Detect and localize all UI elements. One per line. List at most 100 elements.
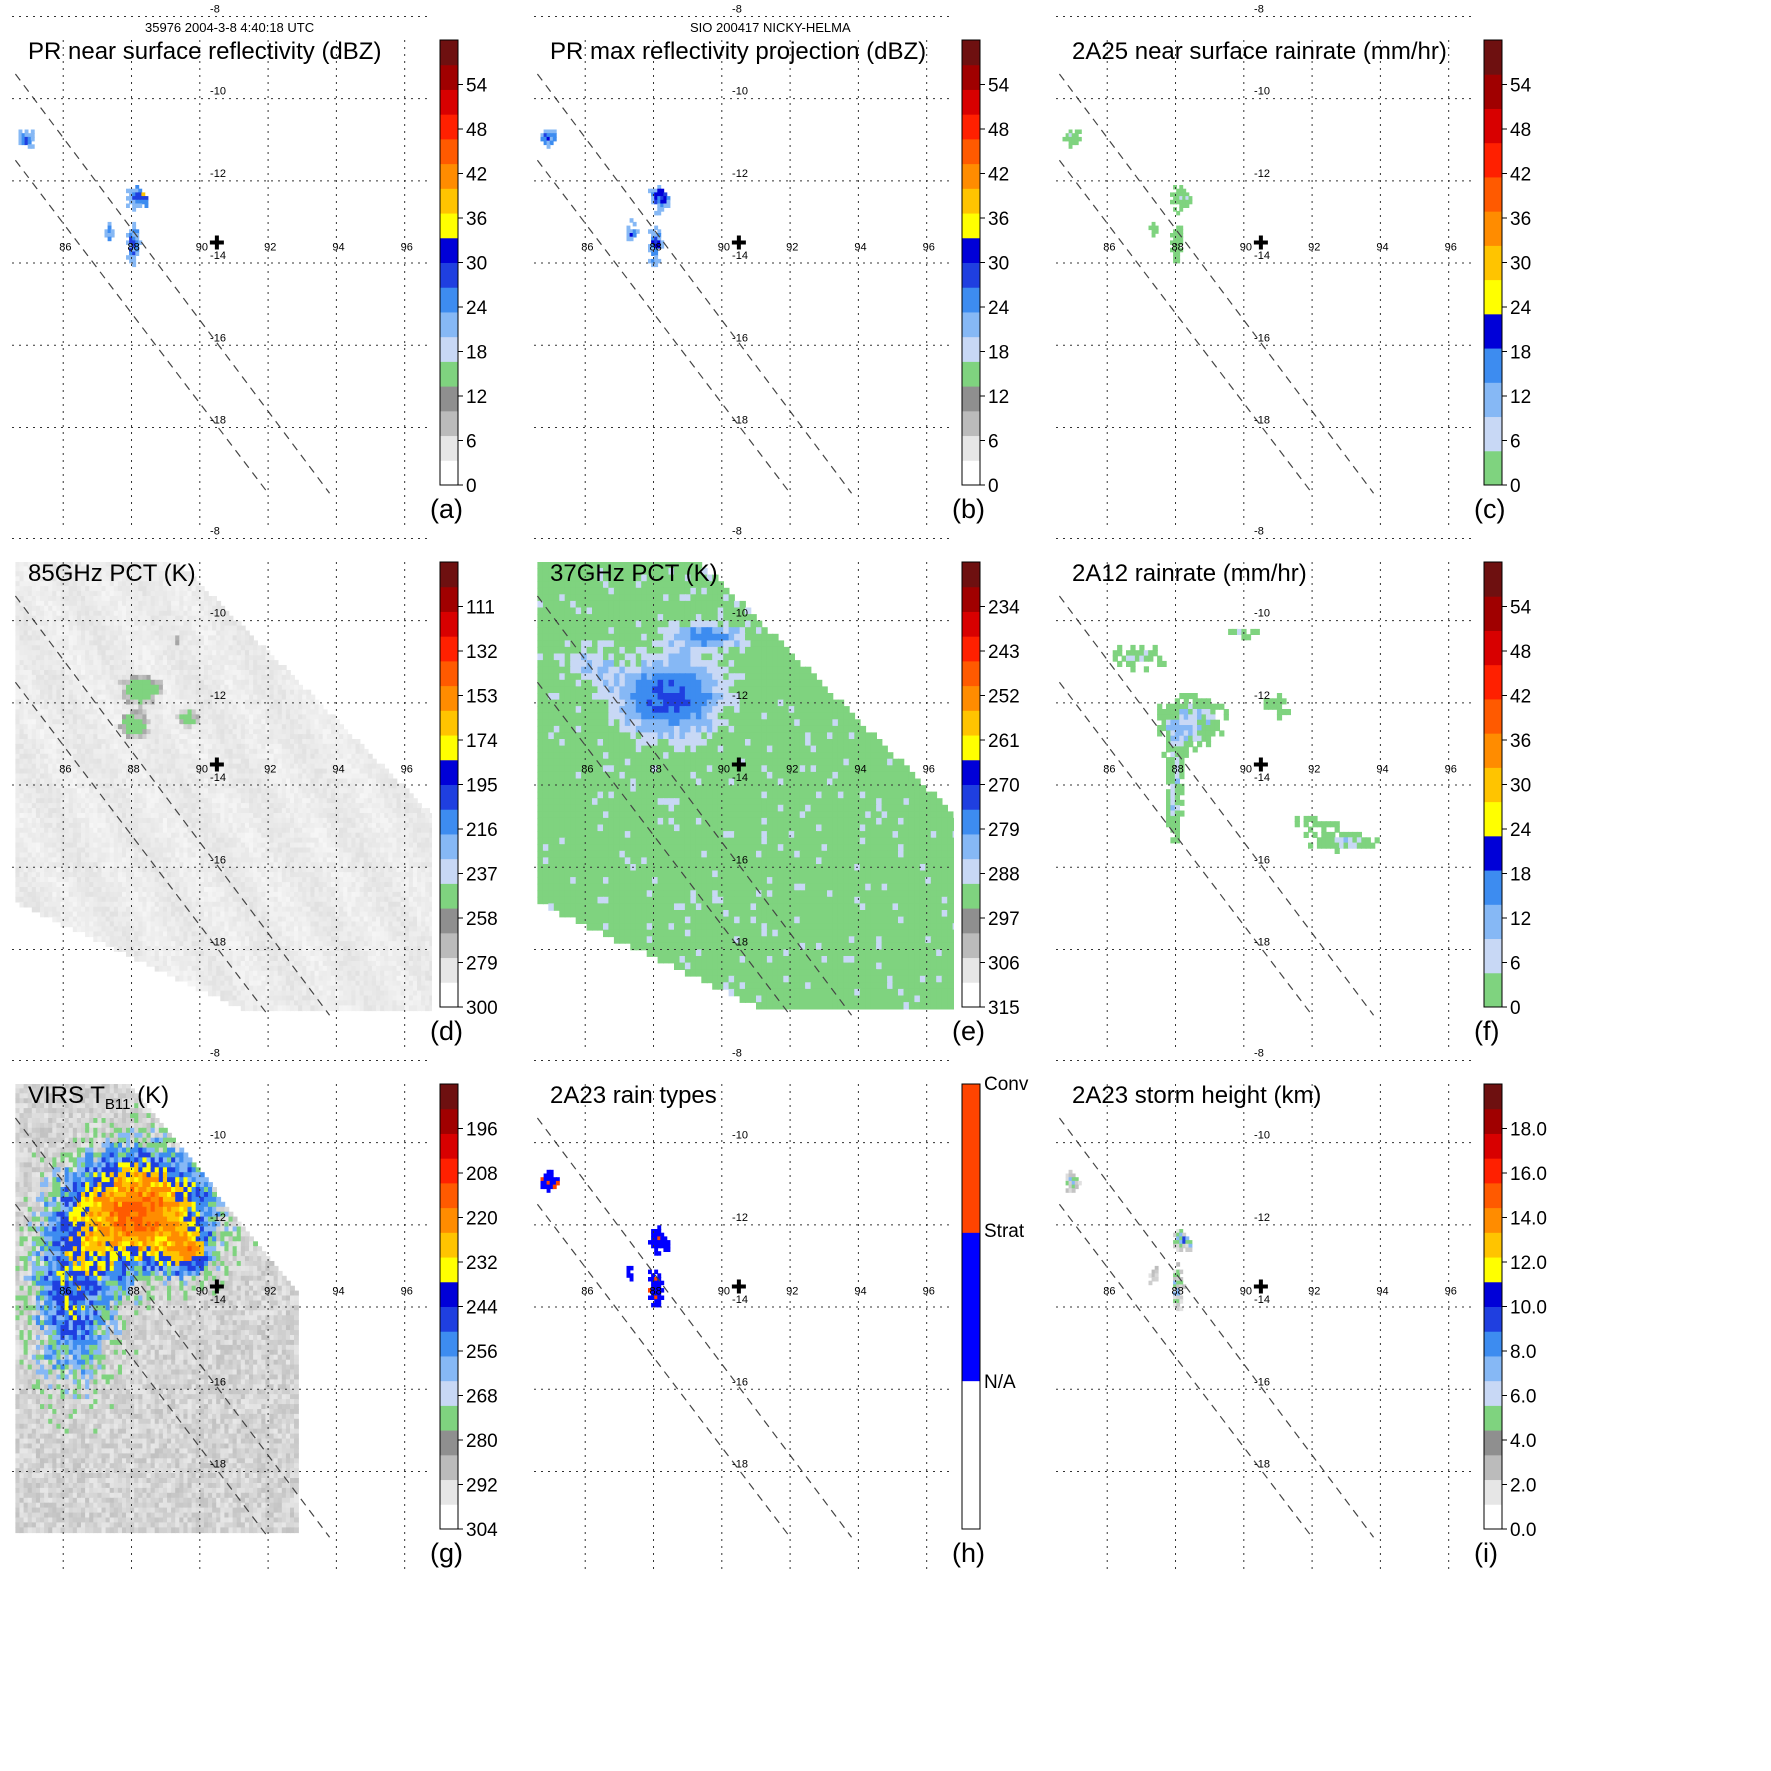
- data-cell: [240, 803, 246, 809]
- data-cell: [199, 748, 205, 755]
- data-cell: [216, 640, 222, 647]
- data-cell: [61, 532, 66, 538]
- data-cell: [253, 694, 258, 701]
- data-cell: [35, 709, 41, 716]
- data-cell: [363, 783, 369, 790]
- data-cell: [147, 552, 152, 558]
- data-cell: [48, 827, 54, 834]
- data-cell: [654, 210, 659, 216]
- data-cell: [60, 660, 66, 666]
- data-cell: [72, 827, 78, 834]
- data-cell: [1176, 225, 1181, 231]
- data-cell: [81, 542, 86, 548]
- data-cell: [27, 788, 33, 794]
- data-cell: [290, 753, 295, 760]
- data-cell: [101, 734, 107, 740]
- data-cell: [142, 694, 148, 701]
- data-cell: [134, 566, 140, 573]
- data-cell: [666, 199, 671, 205]
- data-cell: [40, 547, 45, 553]
- data-cell: [199, 610, 205, 617]
- lon-label: 90: [718, 242, 730, 254]
- data-cell: [330, 808, 336, 814]
- data-cell: [240, 635, 246, 642]
- data-cell: [171, 620, 176, 627]
- data-cell: [175, 670, 181, 676]
- data-cell: [142, 645, 148, 651]
- data-cell: [175, 773, 181, 780]
- data-cell: [31, 645, 37, 651]
- data-cell: [1176, 188, 1181, 194]
- data-cell: [36, 537, 41, 543]
- data-cell: [359, 798, 365, 804]
- data-cell: [228, 778, 234, 785]
- data-cell: [154, 739, 160, 745]
- data-cell: [30, 144, 35, 149]
- data-cell: [126, 655, 131, 661]
- data-cell: [244, 724, 250, 730]
- data-cell: [191, 630, 197, 637]
- data-cell: [154, 571, 160, 577]
- data-cell: [167, 625, 172, 632]
- data-cell: [183, 610, 189, 617]
- data-cell: [318, 773, 324, 780]
- data-cell: [40, 620, 45, 627]
- data-cell: [68, 704, 74, 711]
- data-cell: [19, 650, 25, 656]
- data-cell: [298, 734, 303, 740]
- data-cell: [162, 655, 168, 661]
- data-cell: [48, 596, 54, 602]
- data-cell: [113, 630, 119, 637]
- data-cell: [40, 832, 45, 839]
- data-cell: [154, 670, 160, 676]
- data-cell: [35, 650, 41, 656]
- data-cell: [105, 576, 111, 582]
- data-cell: [408, 827, 414, 834]
- data-cell: [195, 763, 201, 770]
- data-cell: [195, 758, 201, 765]
- data-cell: [142, 635, 148, 642]
- data-cell: [56, 739, 62, 745]
- data-cell: [220, 778, 226, 785]
- data-cell: [138, 562, 144, 568]
- data-cell: [269, 689, 275, 696]
- data-cell: [134, 837, 140, 844]
- data-cell: [240, 773, 246, 780]
- data-cell: [109, 562, 115, 568]
- colorbar-segment: [440, 138, 458, 165]
- data-cell: [359, 758, 365, 765]
- data-cell: [60, 586, 66, 592]
- colorbar-segment: [962, 435, 980, 461]
- data-cell: [195, 704, 201, 711]
- data-cell: [355, 743, 361, 750]
- data-cell: [109, 768, 115, 775]
- data-cell: [208, 803, 213, 809]
- data-cell: [175, 778, 181, 785]
- data-cell: [203, 640, 209, 647]
- data-cell: [85, 684, 90, 691]
- data-cell: [40, 571, 45, 577]
- data-cell: [421, 813, 426, 819]
- data-cell: [89, 600, 95, 607]
- data-cell: [253, 808, 258, 814]
- data-cell: [269, 788, 275, 794]
- data-cell: [89, 739, 95, 745]
- data-cell: [68, 734, 74, 740]
- data-cell: [1173, 240, 1177, 245]
- data-cell: [134, 748, 140, 755]
- data-cell: [191, 586, 197, 592]
- data-cell: [68, 610, 74, 617]
- data-cell: [130, 832, 135, 839]
- data-cell: [220, 768, 226, 775]
- data-cell: [162, 670, 168, 676]
- data-cell: [109, 660, 115, 666]
- data-cell: [85, 817, 90, 824]
- data-cell: [228, 679, 234, 686]
- data-cell: [306, 817, 312, 824]
- data-cell: [269, 827, 275, 834]
- data-cell: [425, 837, 431, 844]
- data-cell: [31, 729, 37, 735]
- data-cell: [81, 694, 86, 701]
- data-cell: [302, 753, 308, 760]
- data-cell: [249, 674, 254, 681]
